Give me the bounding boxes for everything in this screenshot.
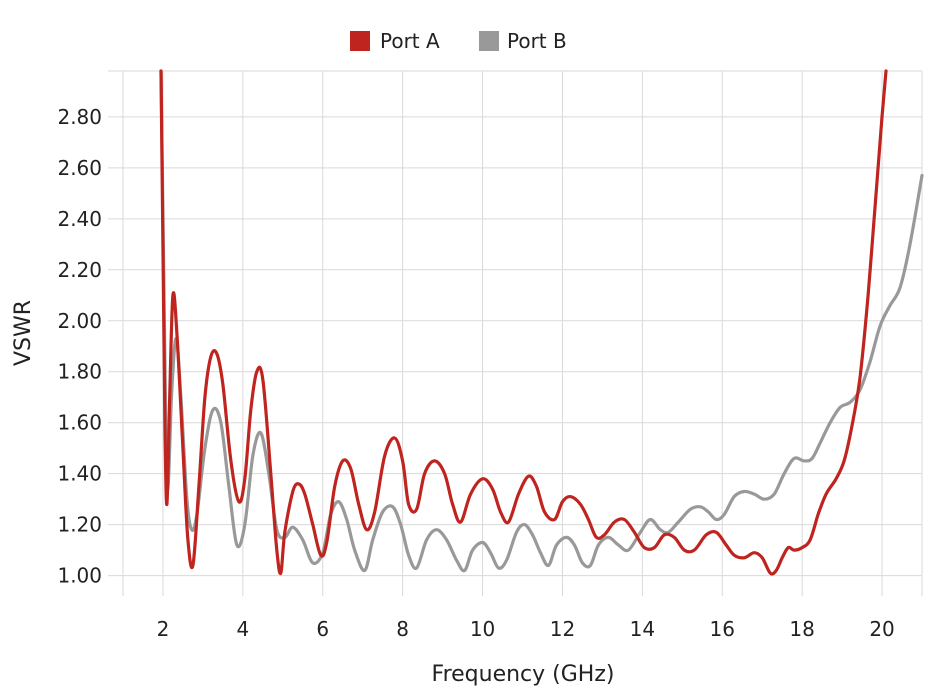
legend-label-port-a: Port A [380,29,440,53]
grid [108,70,923,596]
legend-swatch-port-a [350,31,370,51]
y-tick-label: 2.20 [57,258,102,282]
x-tick-label: 20 [869,617,894,641]
x-tick-label: 14 [630,617,655,641]
y-tick-label: 2.60 [57,156,102,180]
x-tick-label: 12 [550,617,575,641]
y-tick-label: 1.00 [57,564,102,588]
series-line-port-b [159,69,924,573]
x-tick-label: 16 [710,617,735,641]
series-line-port-a [159,69,888,576]
y-tick-label: 2.80 [57,105,102,129]
x-tick-label: 18 [789,617,814,641]
x-tick-label: 10 [470,617,495,641]
x-tick-label: 6 [316,617,329,641]
legend-swatch-port-b [479,31,499,51]
series-lines [159,69,924,576]
x-tick-label: 8 [396,617,409,641]
y-tick-label: 1.80 [57,360,102,384]
legend-label-port-b: Port B [507,29,567,53]
y-axis-title: VSWR [11,300,36,366]
legend: Port A Port B [350,29,567,53]
y-tick-label: 1.60 [57,411,102,435]
x-axis-title: Frequency (GHz) [432,662,615,687]
y-tick-label: 1.40 [57,462,102,486]
y-tick-label: 1.20 [57,513,102,537]
x-tick-label: 4 [236,617,249,641]
y-tick-label: 2.40 [57,207,102,231]
axes: 2 4 6 8 10 12 14 16 18 20 1.00 1.20 1.40 1.60 1.80 2.00… [57,105,894,641]
y-tick-label: 2.00 [57,309,102,333]
x-tick-label: 2 [157,617,170,641]
